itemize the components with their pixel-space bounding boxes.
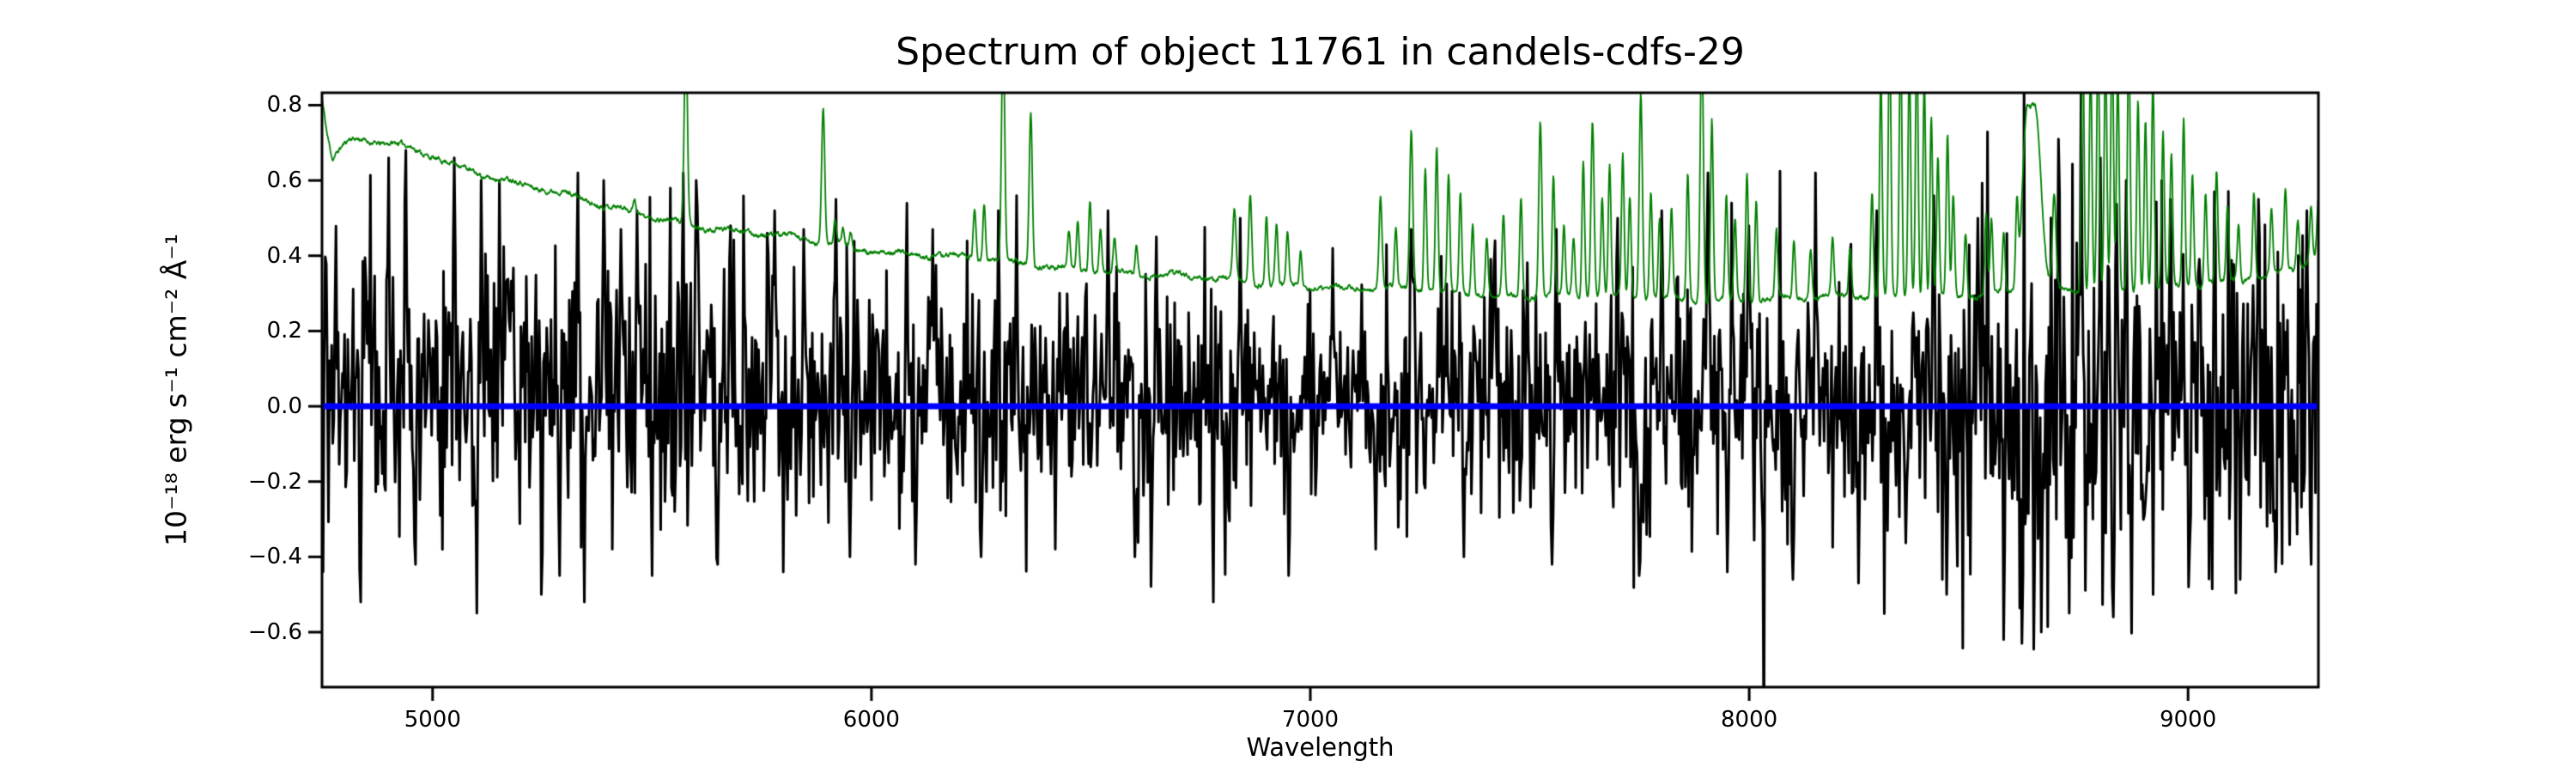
x-tick-label: 5000	[404, 707, 461, 733]
y-axis-label: 10⁻¹⁸ erg s⁻¹ cm⁻² Å⁻¹	[159, 233, 193, 547]
y-tick-label: 0.6	[266, 167, 302, 194]
x-axis-label: Wavelength	[1246, 733, 1394, 762]
y-tick-label: 0.4	[266, 242, 302, 269]
plot-title: Spectrum of object 11761 in candels-cdfs…	[896, 30, 1745, 74]
x-tick-label: 6000	[842, 707, 900, 733]
y-tick-label: 0.8	[266, 92, 302, 119]
y-tick-label: −0.4	[247, 544, 302, 570]
y-tick-label: 0.0	[266, 393, 302, 420]
y-tick-label: −0.6	[247, 619, 302, 645]
x-tick-label: 9000	[2160, 707, 2217, 733]
x-tick-label: 7000	[1281, 707, 1340, 733]
x-tick-label: 8000	[1721, 707, 1778, 733]
y-tick-label: −0.2	[247, 468, 302, 495]
y-tick-label: 0.2	[266, 318, 302, 344]
